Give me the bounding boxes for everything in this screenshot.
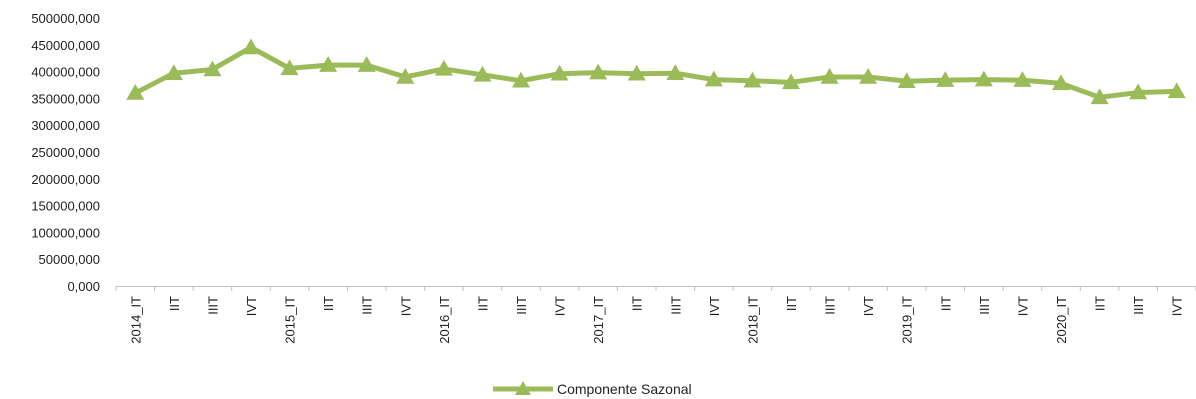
x-tick-label: IIIT <box>514 296 529 315</box>
y-tick-label: 200000,000 <box>31 172 100 187</box>
data-point-marker <box>396 67 415 84</box>
x-tick-label: IIT <box>321 296 336 311</box>
x-tick-label: IVT <box>553 296 568 316</box>
x-tick-label: IIIT <box>668 296 683 315</box>
x-tick-label: IIIT <box>977 296 992 315</box>
y-tick-label: 0,000 <box>67 279 100 294</box>
data-point-marker <box>550 64 569 81</box>
x-tick-label: IIT <box>784 296 799 311</box>
legend-label: Componente Sazonal <box>557 381 692 397</box>
y-tick-label: 250000,000 <box>31 145 100 160</box>
data-point-marker <box>434 59 453 76</box>
data-point-marker <box>1090 88 1109 105</box>
data-point-marker <box>357 56 376 72</box>
x-tick-label: IIIT <box>1131 296 1146 315</box>
x-tick-label: IVT <box>861 296 876 316</box>
data-point-marker <box>589 63 608 80</box>
data-point-marker <box>280 59 299 76</box>
data-point-marker <box>704 70 723 87</box>
x-tick-label: IVT <box>398 296 413 316</box>
data-point-marker <box>512 71 530 88</box>
x-tick-label: IVT <box>707 296 722 316</box>
data-point-marker <box>473 65 492 82</box>
data-point-marker <box>897 72 916 88</box>
data-point-marker <box>936 71 955 87</box>
x-tick-label: 2015_IT <box>283 296 298 344</box>
data-point-marker <box>126 84 145 100</box>
y-tick-label: 450000,000 <box>31 38 100 53</box>
data-point-marker <box>1052 74 1070 91</box>
x-tick-label: IIT <box>938 296 953 311</box>
y-tick-label: 100000,000 <box>31 225 100 240</box>
data-point-marker <box>627 64 646 81</box>
y-tick-label: 50000,000 <box>39 252 100 267</box>
x-tick-label: IIIT <box>823 296 838 315</box>
x-tick-label: 2014_IT <box>128 296 143 344</box>
x-tick-label: IIT <box>1093 296 1108 311</box>
x-tick-label: IIIT <box>360 296 375 315</box>
data-point-marker <box>164 64 183 80</box>
x-tick-label: IVT <box>1170 296 1185 316</box>
data-point-marker <box>820 67 839 84</box>
y-tick-label: 350000,000 <box>31 91 100 106</box>
y-tick-label: 500000,000 <box>31 11 100 26</box>
data-point-marker <box>743 71 762 88</box>
data-point-marker <box>319 56 338 72</box>
x-tick-label: 2020_IT <box>1054 296 1069 344</box>
data-point-marker <box>974 70 993 87</box>
data-point-marker <box>1129 83 1148 100</box>
x-tick-label: 2019_IT <box>900 296 915 344</box>
series-line <box>132 44 1180 100</box>
x-tick-label: IIIT <box>205 296 220 315</box>
data-point-marker <box>203 60 222 77</box>
x-tick-label: 2018_IT <box>745 296 760 344</box>
x-tick-label: IVT <box>1015 296 1030 316</box>
x-tick-label: IVT <box>244 296 259 316</box>
x-tick-label: IIT <box>167 296 182 311</box>
x-tick-label: IIT <box>475 296 490 311</box>
data-point-marker <box>1167 82 1186 99</box>
x-tick-label: 2016_IT <box>437 296 452 344</box>
legend-marker <box>515 381 531 395</box>
y-tick-label: 300000,000 <box>31 118 100 133</box>
data-point-marker <box>666 64 685 80</box>
data-point-marker <box>1013 71 1032 87</box>
x-tick-label: 2017_IT <box>591 296 606 344</box>
data-point-marker <box>242 38 260 55</box>
x-tick-label: IIT <box>630 296 645 311</box>
data-point-marker <box>859 67 878 84</box>
y-tick-label: 400000,000 <box>31 65 100 80</box>
data-point-marker <box>782 73 800 90</box>
y-tick-label: 150000,000 <box>31 199 100 214</box>
